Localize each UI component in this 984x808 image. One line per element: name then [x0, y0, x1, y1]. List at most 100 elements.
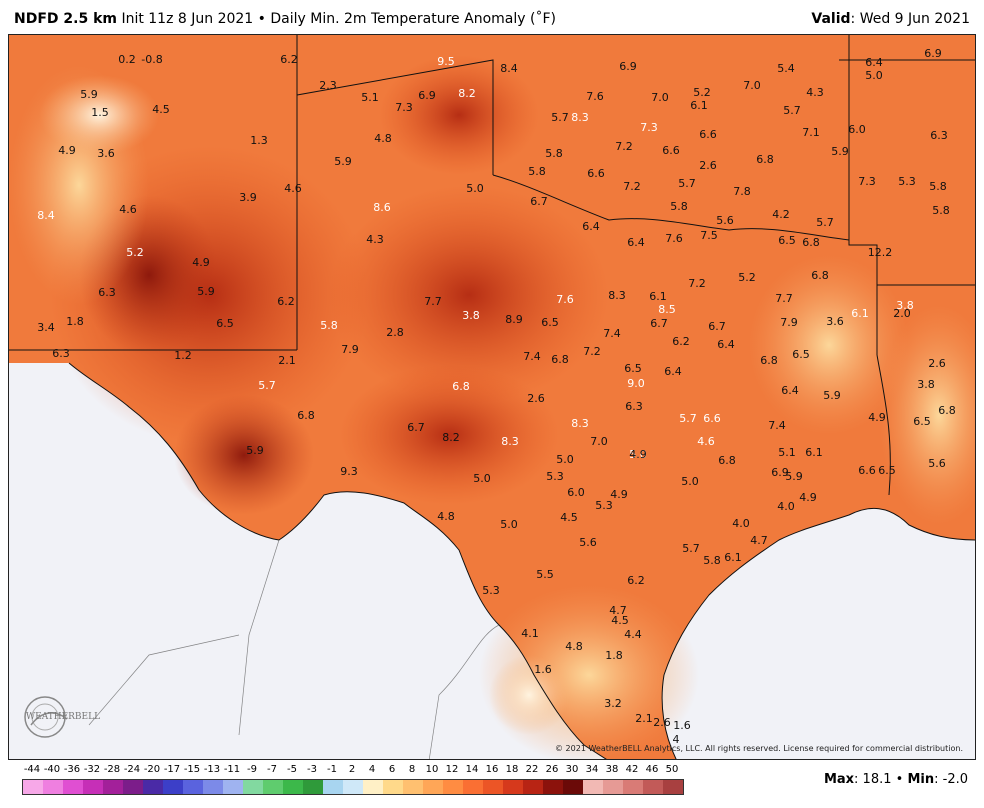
colorbar-tick-label: -36: [63, 764, 81, 775]
anomaly-value-label: 7.4: [523, 350, 541, 363]
anomaly-value-label: 7.0: [590, 435, 608, 448]
anomaly-value-label: 6.2: [672, 335, 690, 348]
anomaly-value-label: 4.0: [732, 517, 750, 530]
colorbar-tick-label: 30: [565, 764, 579, 775]
anomaly-value-label: 8.9: [505, 313, 523, 326]
anomaly-value-label: 5.0: [500, 518, 518, 531]
anomaly-value-label: 7.4: [603, 327, 621, 340]
anomaly-value-label: 5.0: [629, 448, 647, 461]
anomaly-value-label: 5.3: [546, 470, 564, 483]
colorbar-tick-label: 42: [625, 764, 639, 775]
anomaly-value-label: 3.8: [917, 378, 935, 391]
anomaly-value-label: 7.9: [780, 316, 798, 329]
anomaly-value-label: 6.2: [277, 295, 295, 308]
anomaly-value-label: 6.4: [717, 338, 735, 351]
colorbar-tick-label: -24: [123, 764, 141, 775]
anomaly-value-label: 8.3: [501, 435, 519, 448]
colorbar-tick-label: 6: [388, 764, 396, 775]
anomaly-value-label: 6.5: [878, 464, 896, 477]
anomaly-value-label: 5.7: [258, 379, 276, 392]
anomaly-value-label: 6.9: [418, 89, 436, 102]
anomaly-value-label: 9.0: [627, 377, 645, 390]
anomaly-value-label: 5.4: [777, 62, 795, 75]
anomaly-value-label: 6.7: [530, 195, 548, 208]
colorbar-swatch: [343, 780, 363, 794]
anomaly-value-label: 4.9: [58, 144, 76, 157]
anomaly-value-label: 6.6: [858, 464, 876, 477]
anomaly-value-label: 0.2: [118, 53, 136, 66]
colorbar-tick-label: 16: [485, 764, 499, 775]
anomaly-value-label: 2.0: [893, 307, 911, 320]
anomaly-value-label: 4.5: [152, 103, 170, 116]
anomaly-value-label: 7.1: [802, 126, 820, 139]
anomaly-value-label: 6.4: [664, 365, 682, 378]
border-ar-la: [848, 35, 878, 355]
anomaly-value-label: 6.4: [781, 384, 799, 397]
anomaly-value-label: 6.5: [778, 234, 796, 247]
anomaly-value-label: 4.8: [374, 132, 392, 145]
colorbar-tick-label: -40: [43, 764, 61, 775]
anomaly-value-label: 7.2: [623, 180, 641, 193]
anomaly-value-label: 2.6: [928, 357, 946, 370]
colorbar-tick-label: -28: [103, 764, 121, 775]
anomaly-value-label: 4.0: [777, 500, 795, 513]
colorbar-swatch: [323, 780, 343, 794]
colorbar: [22, 779, 684, 795]
anomaly-value-label: 8.3: [571, 417, 589, 430]
anomaly-value-label: 5.7: [682, 542, 700, 555]
anomaly-value-label: 5.0: [466, 182, 484, 195]
anomaly-value-label: 2.6: [527, 392, 545, 405]
anomaly-value-label: 6.4: [627, 236, 645, 249]
colorbar-swatch: [83, 780, 103, 794]
anomaly-value-label: 5.8: [703, 554, 721, 567]
anomaly-value-label: 7.4: [768, 419, 786, 432]
anomaly-value-label: 6.2: [627, 574, 645, 587]
anomaly-value-label: 4.9: [799, 491, 817, 504]
anomaly-value-label: 6.0: [848, 123, 866, 136]
anomaly-value-label: 6.8: [802, 236, 820, 249]
anomaly-value-label: 4.9: [610, 488, 628, 501]
colorbar-tick-label: 14: [465, 764, 479, 775]
max-min-summary: Max: 18.1 • Min: -2.0: [824, 772, 968, 787]
anomaly-value-label: 6.2: [280, 53, 298, 66]
anomaly-value-label: 6.6: [703, 412, 721, 425]
anomaly-value-label: 5.3: [595, 499, 613, 512]
anomaly-value-label: 5.8: [545, 147, 563, 160]
logo-swirl-icon: [30, 712, 68, 726]
colorbar-swatch: [143, 780, 163, 794]
colorbar-swatch: [63, 780, 83, 794]
colorbar-tick-label: 38: [605, 764, 619, 775]
colorbar-swatch: [543, 780, 563, 794]
anomaly-value-label: 5.1: [361, 91, 379, 104]
colorbar-swatch: [283, 780, 303, 794]
colorbar-tick-label: -20: [143, 764, 161, 775]
title-bullet: •: [257, 11, 266, 27]
anomaly-value-label: 1.8: [66, 315, 84, 328]
colorbar-tick-label: -32: [83, 764, 101, 775]
anomaly-value-label: 2.1: [278, 354, 296, 367]
anomaly-value-label: 6.1: [805, 446, 823, 459]
colorbar-tick-label: -15: [183, 764, 201, 775]
anomaly-value-label: 7.9: [341, 343, 359, 356]
copyright-notice: © 2021 WeatherBELL Analytics, LLC. All r…: [555, 744, 963, 753]
anomaly-value-label: 7.0: [743, 79, 761, 92]
anomaly-value-label: 6.7: [708, 320, 726, 333]
anomaly-value-label: 5.8: [932, 204, 950, 217]
anomaly-value-label: 6.5: [792, 348, 810, 361]
anomaly-value-label: 1.5: [91, 106, 109, 119]
anomaly-value-label: 3.8: [896, 299, 914, 312]
mexico-region: [9, 363, 606, 759]
anomaly-value-label: 7.3: [395, 101, 413, 114]
colorbar-tick-label: 50: [665, 764, 679, 775]
anomaly-value-label: 4.6: [697, 435, 715, 448]
colorbar-swatch: [43, 780, 63, 794]
colorbar-tick-label: 8: [408, 764, 416, 775]
colorbar-tick-label: 46: [645, 764, 659, 775]
anomaly-value-label: 4.4: [624, 628, 642, 641]
colorbar-swatch: [583, 780, 603, 794]
anomaly-value-label: 4.6: [284, 182, 302, 195]
anomaly-value-label: 5.1: [778, 446, 796, 459]
anomaly-value-label: 4.3: [806, 86, 824, 99]
anomaly-field: [39, 75, 159, 155]
anomaly-value-label: 4.8: [565, 640, 583, 653]
